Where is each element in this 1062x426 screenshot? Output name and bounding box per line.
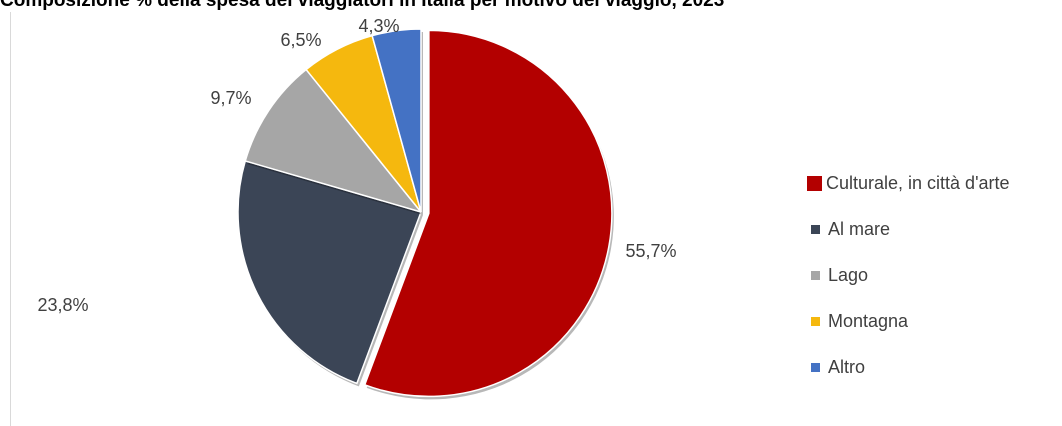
legend-label: Lago bbox=[828, 264, 869, 285]
legend-swatch bbox=[807, 175, 822, 191]
legend-label: Al mare bbox=[828, 218, 891, 239]
legend-item-montagna: Montagna bbox=[807, 298, 1010, 344]
pie-slice-2 bbox=[244, 68, 424, 214]
legend-item-lago: Lago bbox=[807, 252, 1010, 298]
legend-item-culturale: Culturale, in città d'arte bbox=[807, 160, 1010, 206]
legend-item-altro: Altro bbox=[807, 344, 1010, 390]
pie-slice-0 bbox=[363, 29, 613, 398]
legend-item-al-mare: Al mare bbox=[807, 206, 1010, 252]
legend: Culturale, in città d'arte Al mare Lago … bbox=[807, 160, 1010, 390]
data-label-4: 4,3% bbox=[358, 16, 399, 36]
legend-swatch bbox=[811, 316, 820, 326]
legend-swatch bbox=[811, 362, 820, 372]
data-label-3: 6,5% bbox=[280, 30, 321, 50]
chart-title: Composizione % della spesa dei viaggiato… bbox=[0, 0, 725, 11]
data-label-1: 23,8% bbox=[37, 295, 88, 315]
data-labels: 55,7% 23,8% 9,7% 6,5% 4,3% bbox=[37, 16, 676, 315]
pie-slices bbox=[237, 28, 614, 400]
pie-slice-1 bbox=[237, 160, 422, 385]
pie-chart: 55,7% 23,8% 9,7% 6,5% 4,3% bbox=[37, 16, 677, 400]
legend-swatch bbox=[811, 270, 820, 280]
data-label-0: 55,7% bbox=[625, 241, 676, 261]
legend-label: Montagna bbox=[828, 310, 909, 331]
pie-slice-4 bbox=[371, 28, 422, 213]
legend-swatch bbox=[811, 224, 820, 234]
legend-label: Altro bbox=[828, 356, 866, 377]
legend-label: Culturale, in città d'arte bbox=[826, 172, 1010, 193]
data-label-2: 9,7% bbox=[210, 88, 251, 108]
chart-area: 55,7% 23,8% 9,7% 6,5% 4,3% Culturale, in cit… bbox=[10, 12, 1062, 426]
